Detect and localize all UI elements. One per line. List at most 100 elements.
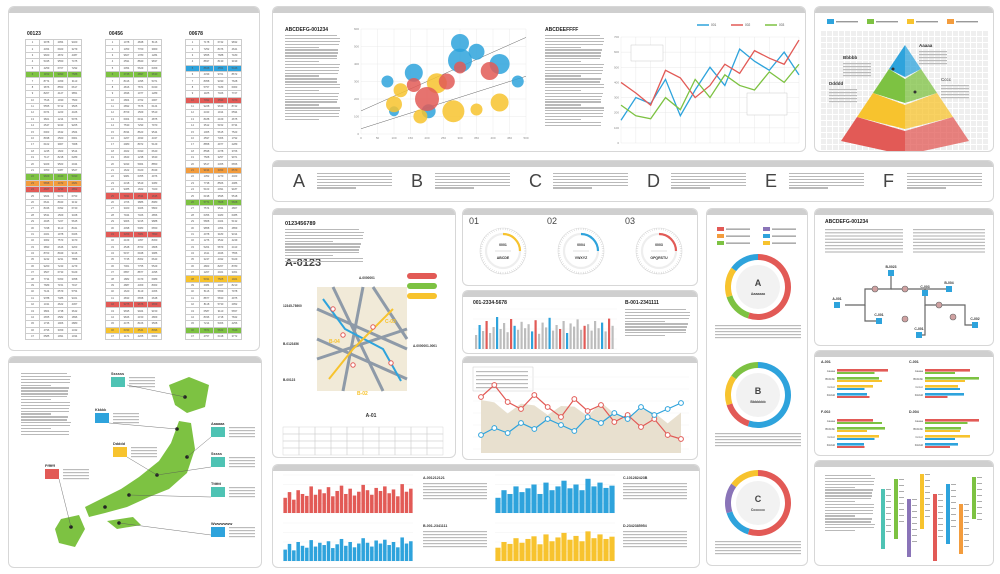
- table-cell: 9321: [67, 294, 82, 303]
- dial-tick: [600, 257, 603, 259]
- grid-cell: [959, 91, 964, 96]
- table-cell: 7917: [67, 281, 82, 290]
- dial-tick: [567, 232, 569, 235]
- table-row: 47 6585 1991 1034: [25, 332, 82, 341]
- table-cell: 5429: [227, 256, 242, 264]
- line-point: [504, 399, 511, 405]
- text-line: [545, 101, 601, 103]
- table-cell: [410, 447, 428, 456]
- bar: [555, 537, 561, 561]
- bar: [318, 489, 322, 513]
- x-tick-label: 50: [376, 136, 380, 140]
- text-line: [285, 229, 359, 231]
- bar: [499, 329, 502, 349]
- text-line: [825, 483, 874, 485]
- bar: [387, 545, 391, 561]
- table-header-3: 00678: [189, 31, 203, 37]
- pyramid-label: Aaaaa: [919, 43, 933, 48]
- dial-tick: [641, 264, 644, 267]
- grid-cell: [953, 91, 958, 96]
- grid-cell: [959, 55, 964, 60]
- dial-tick: [674, 264, 677, 267]
- grid-cell: [845, 31, 850, 36]
- grid-cell: [869, 91, 874, 96]
- grid-cell: [899, 73, 904, 78]
- tick-mark: [938, 524, 943, 525]
- table-cell: 7588: [67, 70, 82, 79]
- hbar: [837, 443, 864, 446]
- grid-cell: [953, 85, 958, 90]
- grid-cell: [941, 73, 946, 78]
- legend-pill: [407, 273, 437, 279]
- dial-tick: [594, 233, 597, 236]
- bar: [348, 542, 352, 561]
- bar: [370, 546, 374, 561]
- grid-cell: [821, 61, 826, 66]
- text-line: [285, 252, 359, 254]
- dial-tick: [511, 229, 513, 232]
- grid-cell: [965, 127, 970, 132]
- line-point: [571, 396, 578, 402]
- grid-cell: [923, 37, 928, 42]
- tick-mark: [886, 525, 891, 526]
- grid-cell: [959, 109, 964, 114]
- bar: [501, 490, 507, 513]
- table-cell: [330, 447, 348, 456]
- text-line: [671, 173, 746, 175]
- tick-mark: [964, 516, 969, 517]
- grid-cell: [959, 43, 964, 48]
- text-line: [825, 489, 873, 491]
- map-note: B-0123456: [283, 342, 299, 346]
- table-cell: [330, 433, 348, 442]
- text-line: [21, 378, 70, 381]
- grid-cell: [839, 103, 844, 108]
- callout-box: [45, 469, 59, 479]
- hbar-title: F-002: [821, 410, 830, 414]
- table-cell: [378, 426, 396, 435]
- grid-cell: [833, 73, 838, 78]
- road-label: A-01: [366, 413, 377, 419]
- dial-tick: [669, 269, 671, 271]
- table-row: 13 3821 1214 5076: [25, 115, 82, 124]
- grid-cell: [953, 43, 958, 48]
- dial-tick: [671, 267, 673, 270]
- dial-tick: [593, 267, 595, 270]
- text-line: [545, 107, 605, 109]
- bar: [482, 331, 485, 349]
- road: [316, 327, 408, 361]
- callout-box: [95, 413, 109, 423]
- table-cell: 2366: [147, 288, 162, 296]
- hbar-category: Bbbbbb: [825, 377, 835, 381]
- table-cell: [298, 447, 316, 456]
- grid-cell: [863, 85, 868, 90]
- grid-cell: [869, 31, 874, 36]
- text-line: [545, 61, 581, 63]
- line-point: [558, 422, 564, 428]
- text-line: [623, 540, 687, 542]
- bubble-point: [406, 78, 421, 92]
- grid-cell: [833, 79, 838, 84]
- grid-cell: [827, 31, 832, 36]
- dial-code: 0004: [577, 243, 585, 247]
- grid-cell: [839, 85, 844, 90]
- tick-mark: [951, 484, 956, 485]
- text-line: [476, 387, 528, 389]
- text-line: [829, 95, 857, 97]
- grid-cell: [845, 97, 850, 102]
- grid-cell: [947, 103, 952, 108]
- text-line: [285, 243, 361, 245]
- table-cell: 7978: [227, 288, 242, 296]
- dial-tick: [559, 259, 562, 261]
- grid-cell: [983, 85, 988, 90]
- dial-tick: [483, 239, 485, 241]
- table-row: 9 8207 4127 3851: [25, 90, 82, 98]
- tree-junction: [901, 285, 909, 293]
- tick-mark: [886, 495, 891, 496]
- tick-mark: [912, 529, 917, 530]
- dial-tick: [591, 231, 593, 233]
- callout-box: [111, 377, 125, 387]
- text-line: [545, 118, 581, 121]
- vertical-bar: [933, 494, 937, 561]
- grid-cell: [881, 55, 886, 60]
- grid-cell: [839, 139, 844, 144]
